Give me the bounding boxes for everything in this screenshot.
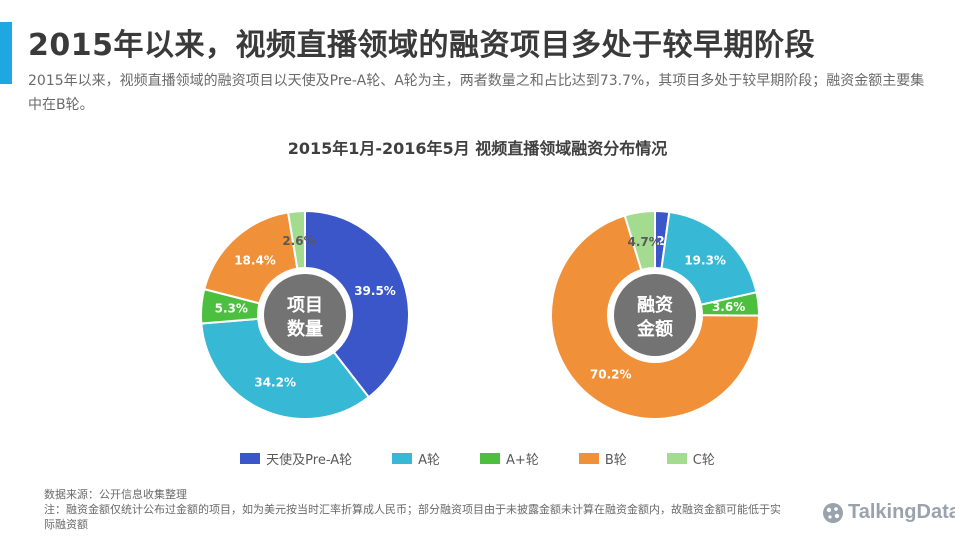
chart-title: 2015年1月-2016年5月 视频直播领域融资分布情况 xyxy=(287,139,668,158)
donut-center xyxy=(614,274,696,356)
slice-round-a xyxy=(200,313,371,420)
center-label-line-1: 融资 xyxy=(637,294,673,316)
accent-bar xyxy=(0,22,12,84)
legend-swatch xyxy=(240,453,261,464)
legend-swatch xyxy=(578,453,599,464)
legend-label: B轮 xyxy=(604,453,627,468)
center-label-line-1: 项目 xyxy=(287,295,323,316)
value-label-round-c: 4.7% xyxy=(627,235,660,249)
legend-item-round-c: C轮 xyxy=(666,449,715,468)
legend-item-round-a: A轮 xyxy=(392,449,440,468)
chart-legend: 天使及Pre-A轮 A轮 A+轮 B轮 C轮 xyxy=(0,449,955,468)
page-title: 2015年以来，视频直播领域的融资项目多处于较早期阶段 xyxy=(28,28,815,63)
footer-notes: 数据来源：公开信息收集整理 注：融资金额仅统计公布过金额的项目，如为美元按当时汇… xyxy=(44,487,784,532)
legend-item-angel-pre-a: 天使及Pre-A轮 xyxy=(240,449,352,468)
legend-item-round-b: B轮 xyxy=(578,449,627,468)
slice-angel-pre-a xyxy=(304,209,410,399)
talkingdata-logo-icon xyxy=(823,502,843,523)
value-label-round-b: 18.4% xyxy=(234,253,276,267)
value-label-round-b: 70.2% xyxy=(590,367,632,381)
value-label-round-a: 34.2% xyxy=(254,376,296,390)
logo-text: TalkingData xyxy=(848,501,955,523)
center-label-line-2: 数量 xyxy=(287,318,323,340)
legend-label: 天使及Pre-A轮 xyxy=(266,453,353,468)
center-label-line-2: 金额 xyxy=(636,318,673,340)
legend-swatch xyxy=(666,453,687,464)
footnote: 注：融资金额仅统计公布过金额的项目，如为美元按当时汇率折算成人民币；部分融资项目… xyxy=(44,503,781,531)
donut-center xyxy=(264,274,346,356)
data-source: 数据来源：公开信息收集整理 xyxy=(44,488,187,501)
value-label-round-a-plus: 5.3% xyxy=(215,302,248,316)
value-label-round-a: 19.3% xyxy=(684,254,726,268)
value-label-angel-pre-a: 39.5% xyxy=(354,284,396,298)
legend-label: A轮 xyxy=(418,453,441,468)
legend-item-round-a-plus: A+轮 xyxy=(480,449,539,468)
legend-label: A+轮 xyxy=(506,453,539,468)
pie-funding-amount: 2.2%19.3%3.6%70.2%4.7%融资金额 xyxy=(550,209,761,420)
value-label-round-a-plus: 3.6% xyxy=(712,300,745,314)
legend-swatch xyxy=(392,453,413,464)
legend-label: C轮 xyxy=(692,453,715,468)
talkingdata-logo: TalkingData xyxy=(822,501,955,524)
legend-swatch xyxy=(480,453,501,464)
value-label-round-c: 2.6% xyxy=(282,234,315,248)
page-subtitle: 2015年以来，视频直播领域的融资项目以天使及Pre-A轮、A轮为主，两者数量之… xyxy=(28,73,925,113)
